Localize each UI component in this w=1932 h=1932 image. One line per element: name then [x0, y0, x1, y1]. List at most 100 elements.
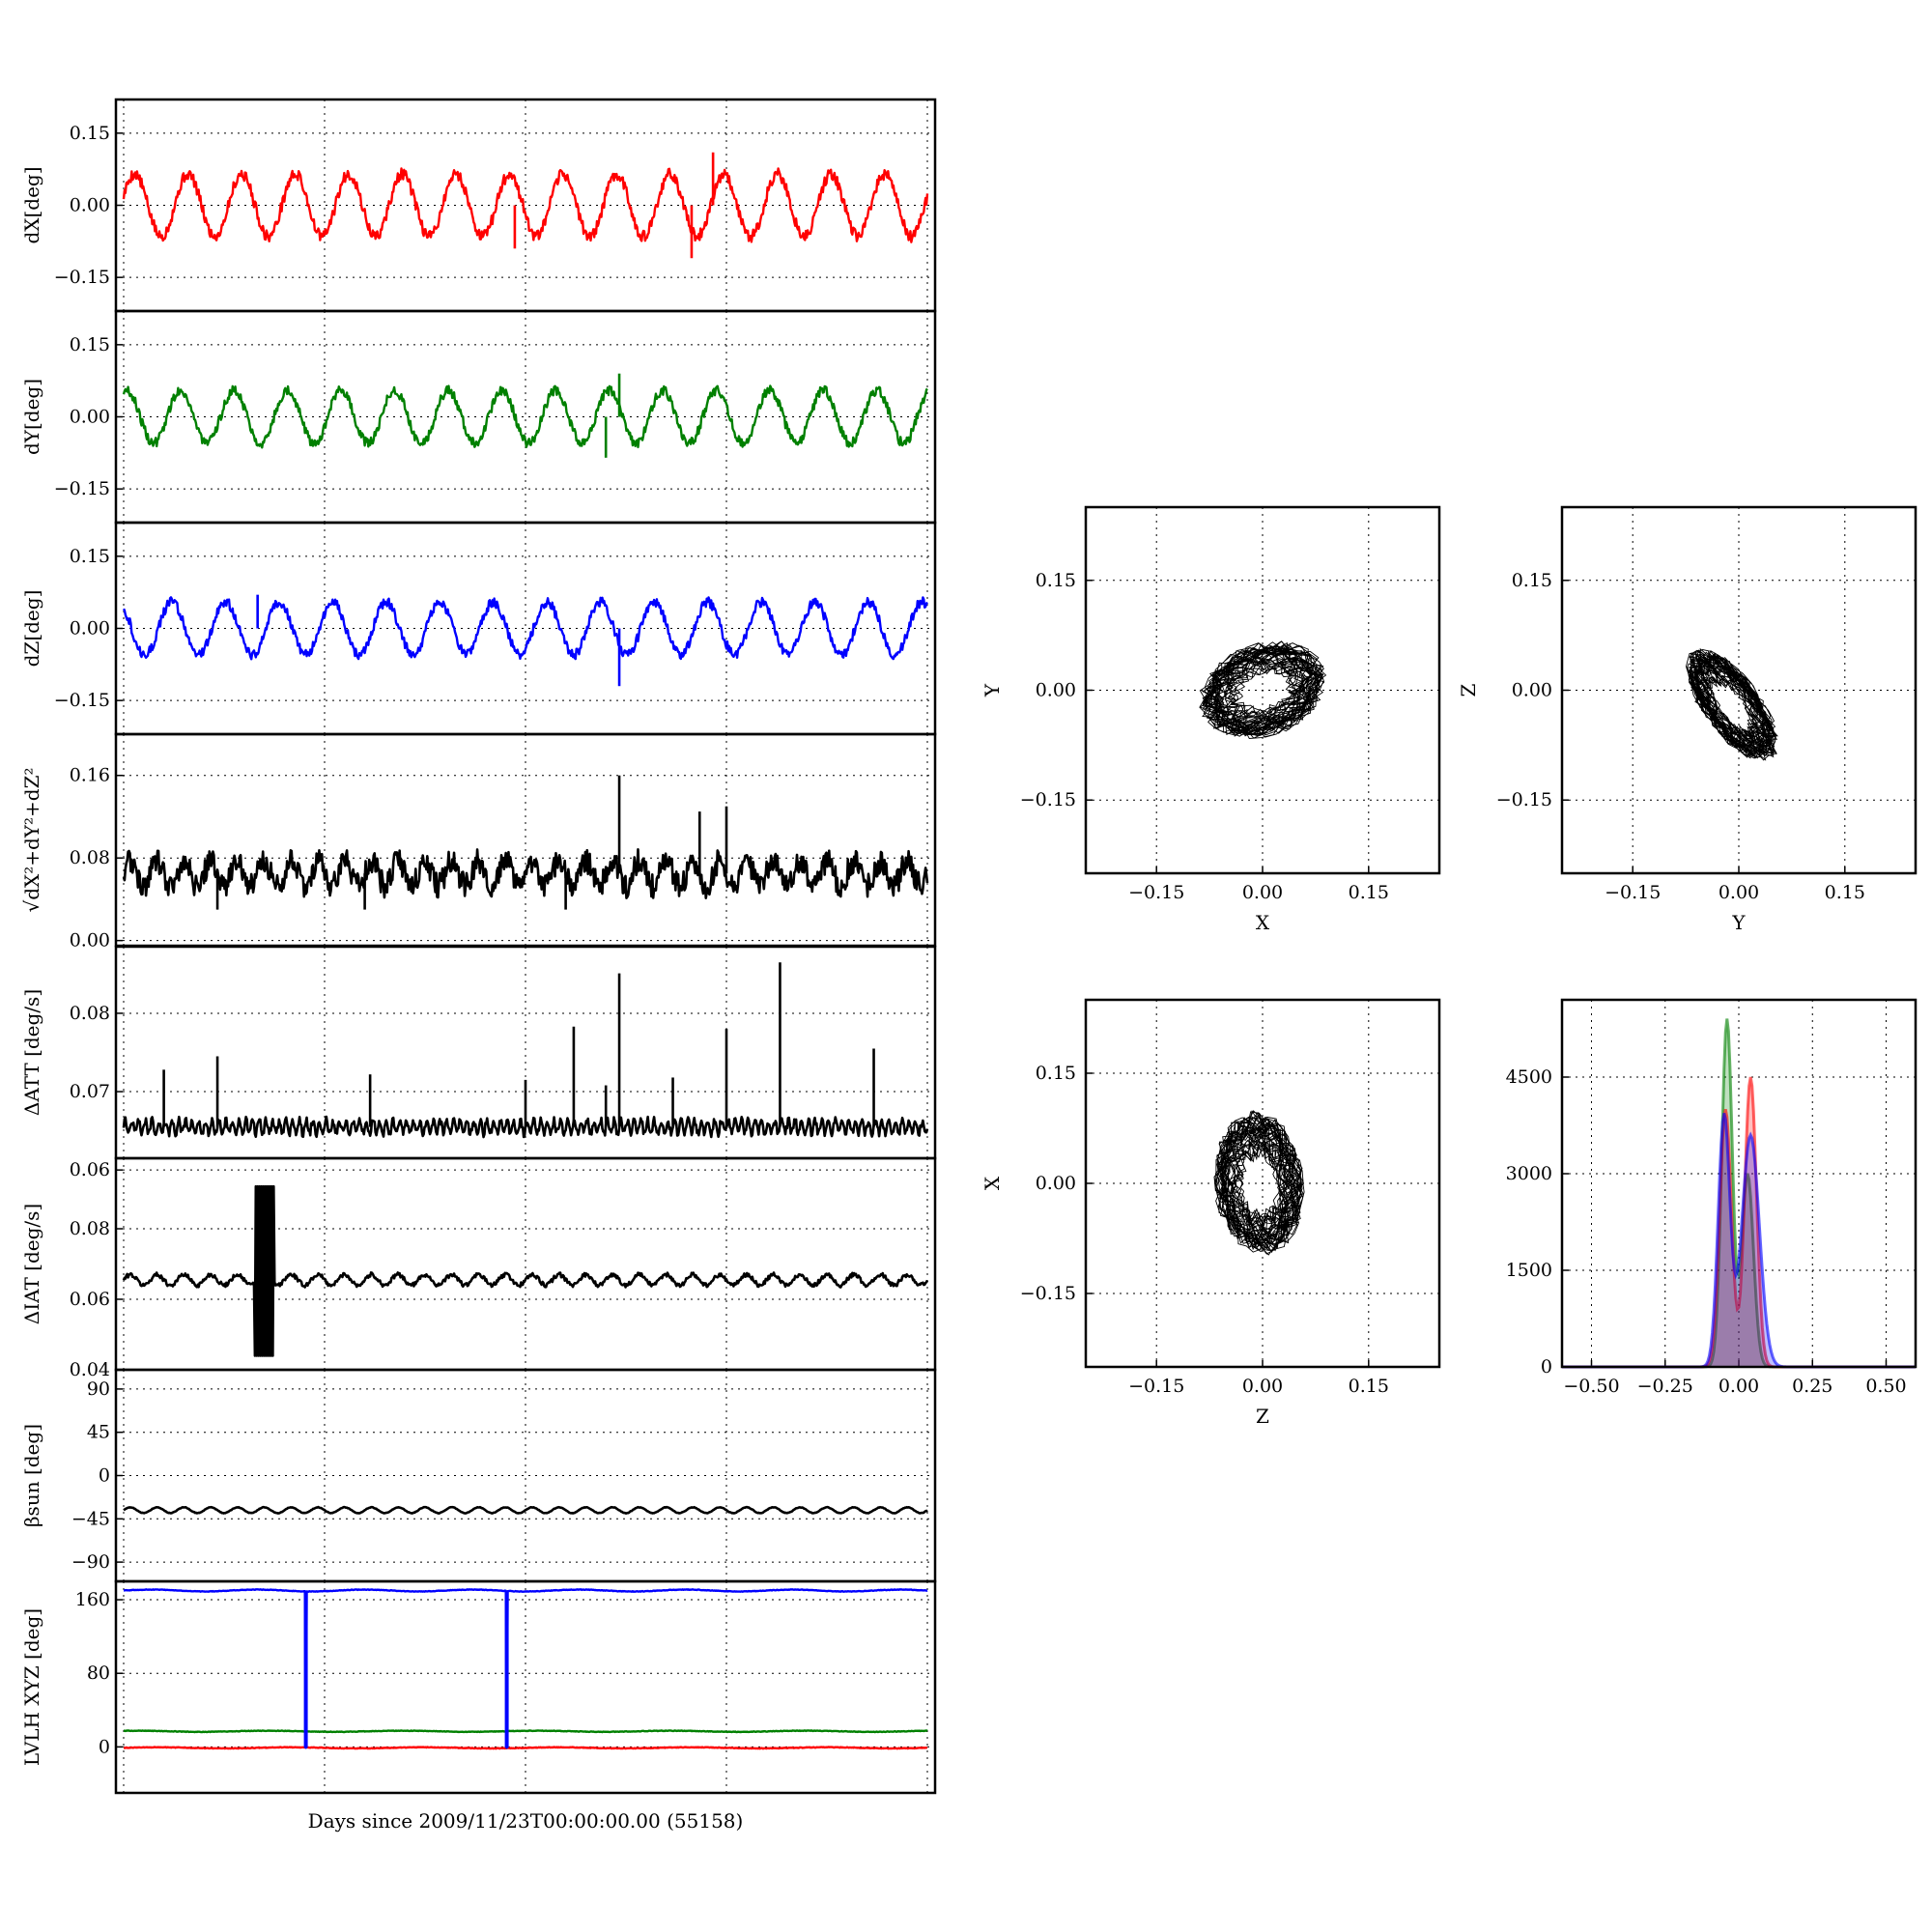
x-tick-label: −0.15 [1128, 1376, 1184, 1397]
x-tick-label: 0.00 [1242, 882, 1283, 903]
y-tick-label: 0.06 [70, 1159, 110, 1180]
panel-dr: 0.16 0.08 0.00 √dX²+dY²+dZ² [20, 732, 937, 952]
y-tick-label: 0.15 [70, 334, 110, 355]
panels: 0.15 0.00 −0.15 dX[deg] 0.15 0.00 −0.15 dY[deg]… [20, 98, 1918, 1795]
y-tick-label: 0.07 [70, 1081, 110, 1102]
panel-diat: 0.08 0.06 0.04 ΔIAT [deg/s] [20, 1156, 937, 1380]
axes-frame-yz [1560, 505, 1918, 875]
scatter-trace-zx [1213, 1110, 1305, 1256]
y-tick-label: −0.15 [1020, 1283, 1076, 1304]
axes-frame-lvlh [114, 1579, 937, 1795]
panel-lvlh: 160 80 0 LVLH XYZ [deg] [20, 1579, 937, 1795]
x-tick-label: 0.00 [1719, 882, 1759, 903]
y-tick-label: −0.15 [54, 267, 110, 288]
series-line-dz [122, 596, 928, 661]
series-line-dx [122, 167, 929, 243]
panel-dx: 0.15 0.00 −0.15 dX[deg] [20, 98, 937, 313]
x-tick-label: −0.15 [1605, 882, 1661, 903]
y-tick-label: 0.15 [70, 546, 110, 567]
series-line-dy [122, 384, 928, 449]
x-tick-label: −0.25 [1637, 1376, 1693, 1397]
axes-frame-xy [1084, 505, 1441, 875]
panel-xy: −0.15 0.00 0.15 0.15 0.00 −0.15 X Y [980, 505, 1441, 934]
axes-frame-zx [1084, 998, 1441, 1369]
y-axis-label-diat: ΔIAT [deg/s] [20, 1204, 43, 1324]
y-tick-label: 90 [87, 1378, 110, 1400]
histogram-0000ff [1562, 1112, 1916, 1369]
y-tick-label: 4500 [1506, 1066, 1552, 1088]
x-tick-label: 0.15 [1825, 882, 1865, 903]
y-tick-label: 0.00 [70, 930, 110, 952]
y-axis-label-dy: dY[deg] [20, 379, 43, 455]
y-tick-label: 0.15 [70, 123, 110, 144]
y-tick-label: 0.15 [1036, 570, 1076, 591]
axes-frame-hist [1560, 998, 1918, 1369]
x-axis-label-xy: X [1256, 911, 1270, 934]
panel-datt: 0.08 0.07 0.06 ΔATT [deg/s] [20, 945, 937, 1180]
y-tick-label: 0.08 [70, 1003, 110, 1024]
y-tick-label: −0.15 [54, 478, 110, 499]
y-tick-label: 160 [75, 1589, 110, 1610]
y-tick-label: 0.15 [1512, 570, 1552, 591]
y-tick-label: 45 [87, 1422, 110, 1443]
series-line-lvlh [123, 1588, 928, 1749]
y-axis-label-dr: √dX²+dY²+dZ² [20, 767, 43, 912]
x-tick-label: −0.50 [1563, 1376, 1619, 1397]
panel-hist: −0.50 −0.25 0.00 0.25 0.50 4500 3000 1500 0 [1506, 998, 1918, 1397]
x-tick-label: 0.50 [1865, 1376, 1906, 1397]
series-line-diat [122, 1184, 929, 1357]
axes-frame-diat [114, 1156, 937, 1372]
y-tick-label: 3000 [1506, 1163, 1552, 1184]
y-axis-label-dz: dZ[deg] [20, 590, 43, 668]
panel-zx: −0.15 0.00 0.15 0.15 0.00 −0.15 Z X [980, 998, 1441, 1428]
panel-dz: 0.15 0.00 −0.15 dZ[deg] [20, 521, 937, 736]
panel-dy: 0.15 0.00 −0.15 dY[deg] [20, 309, 937, 525]
axes-frame-dr [114, 732, 937, 948]
y-axis-label-zx: X [980, 1176, 1004, 1190]
y-tick-label: 0.00 [70, 195, 110, 216]
y-tick-label: 0.08 [70, 1218, 110, 1239]
series-line-lvlh [123, 1729, 928, 1734]
x-tick-label: 0.00 [1242, 1376, 1283, 1397]
x-tick-label: −0.15 [1128, 882, 1184, 903]
y-tick-label: 0.15 [1036, 1063, 1076, 1084]
x-axis-label-yz: Y [1731, 911, 1746, 934]
y-tick-label: −45 [71, 1508, 110, 1529]
y-tick-label: 0.16 [70, 765, 110, 786]
y-axis-label-beta: βsun [deg] [20, 1424, 43, 1527]
x-tick-label: 0.25 [1792, 1376, 1833, 1397]
y-axis-label-yz: Z [1457, 683, 1480, 696]
panel-yz: −0.15 0.00 0.15 0.15 0.00 −0.15 Y Z [1457, 505, 1918, 934]
y-tick-label: 0.00 [70, 618, 110, 639]
y-tick-label: 0.00 [1036, 680, 1076, 701]
y-axis-label-dx: dX[deg] [20, 166, 43, 243]
y-tick-label: 1500 [1506, 1260, 1552, 1281]
y-tick-label: 0 [99, 1736, 110, 1757]
y-tick-label: 0.06 [70, 1289, 110, 1310]
y-tick-label: −90 [71, 1551, 110, 1573]
series-line-dr [122, 847, 929, 899]
y-tick-label: 0.00 [70, 407, 110, 428]
y-tick-label: 80 [87, 1662, 110, 1684]
y-tick-label: −0.15 [1020, 789, 1076, 810]
x-axis-label-zx: Z [1256, 1405, 1269, 1428]
y-axis-label-xy: Y [980, 683, 1004, 697]
y-axis-label-lvlh: LVLH XYZ [deg] [20, 1608, 43, 1766]
y-tick-label: −0.15 [1496, 789, 1552, 810]
series-line-beta [123, 1505, 928, 1515]
panel-beta: 90 45 0 −45 −90 βsun [deg] [20, 1368, 937, 1583]
x-tick-label: 0.00 [1719, 1376, 1759, 1397]
y-axis-label-datt: ΔATT [deg/s] [20, 989, 43, 1116]
series-line-lvlh [123, 1746, 928, 1750]
x-tick-label: 0.15 [1349, 882, 1389, 903]
y-tick-label: 0.00 [1036, 1173, 1076, 1194]
scatter-trace-xy [1199, 640, 1327, 739]
y-tick-label: −0.15 [54, 690, 110, 711]
y-tick-label: 0.00 [1512, 680, 1552, 701]
y-tick-label: 0.04 [70, 1359, 110, 1380]
y-tick-label: 0 [99, 1465, 110, 1487]
scatter-trace-yz [1686, 647, 1778, 761]
y-tick-label: 0 [1541, 1356, 1552, 1378]
shared-x-axis-label: Days since 2009/11/23T00:00:00.00 (55158… [308, 1809, 744, 1833]
